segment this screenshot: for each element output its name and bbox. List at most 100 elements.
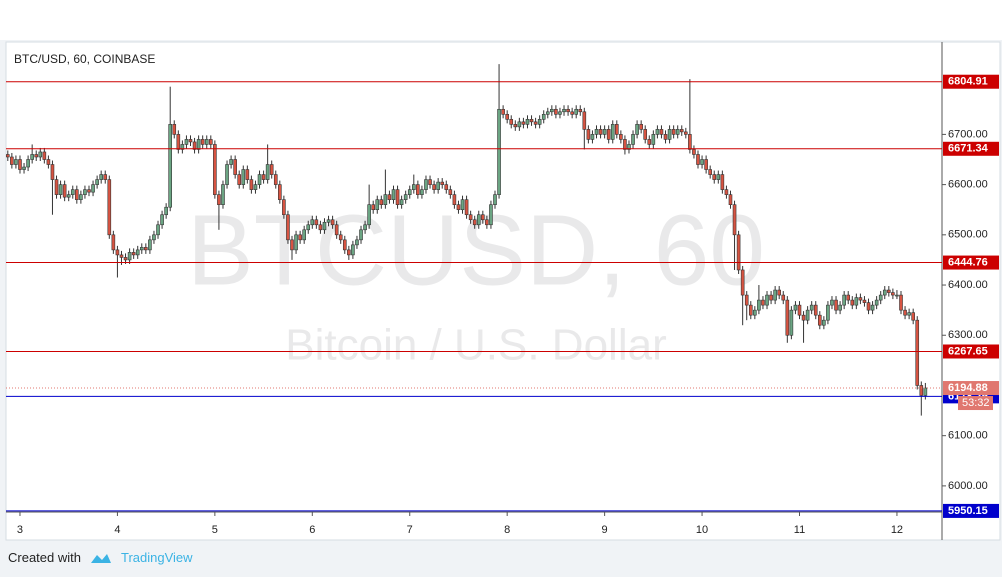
candle-body	[545, 111, 550, 115]
candle-body	[355, 239, 359, 246]
candle-body	[602, 129, 607, 135]
candle-body	[911, 312, 915, 321]
candle-body	[131, 252, 136, 256]
candle-body	[521, 121, 526, 125]
candle-body	[578, 108, 583, 113]
candle-body	[91, 184, 95, 193]
candle-body	[732, 204, 737, 236]
x-tick-label: 4	[114, 524, 120, 536]
level-label: 6267.65	[948, 345, 988, 357]
candle-body	[278, 184, 282, 200]
candle-body	[554, 108, 558, 115]
candle-body	[383, 194, 388, 205]
level-label: 5950.15	[948, 505, 988, 517]
candle-body	[509, 119, 514, 125]
candle-body	[338, 234, 343, 241]
candle-body	[753, 309, 757, 316]
candle-body	[245, 169, 250, 180]
candle-body	[180, 144, 185, 150]
candle-body	[736, 234, 741, 271]
x-tick-label: 5	[212, 524, 218, 536]
candle-body	[846, 294, 851, 301]
candle-body	[659, 129, 664, 135]
candle-body	[424, 179, 428, 190]
candle-body	[696, 154, 700, 165]
candle-body	[647, 139, 652, 145]
candle-body	[26, 159, 30, 168]
candle-body	[809, 304, 814, 311]
candle-body	[411, 184, 416, 190]
candle-body	[282, 199, 286, 216]
candle-body	[448, 189, 453, 195]
candle-body	[152, 234, 156, 241]
candle-body	[773, 289, 777, 301]
y-tick-label: 6000.00	[948, 480, 988, 492]
level-label-bg	[943, 255, 999, 270]
candle-body	[351, 244, 355, 256]
last-price-label: 6194.88	[948, 382, 988, 394]
candle-body	[22, 166, 26, 170]
candle-body	[623, 139, 627, 150]
candle-body	[789, 309, 794, 336]
level-label: 6671.34	[948, 143, 989, 155]
candle-body	[359, 229, 363, 241]
y-tick-label: 6500.00	[948, 229, 988, 241]
candle-body	[269, 164, 274, 175]
candle-body	[635, 124, 639, 135]
x-tick-label: 10	[696, 524, 708, 536]
candle-body	[407, 189, 412, 195]
footer-brand[interactable]: TradingView	[120, 550, 193, 565]
candle-body	[651, 134, 656, 145]
candle-body	[895, 294, 899, 297]
candle-body	[460, 199, 465, 211]
level-label: 6444.76	[948, 256, 988, 268]
logo	[90, 553, 111, 563]
candle-body	[817, 314, 822, 326]
candle-body	[748, 304, 753, 316]
candle-body	[533, 121, 538, 125]
candle-body	[891, 292, 895, 296]
candle-body	[854, 297, 859, 306]
candle-body	[724, 189, 729, 195]
candle-body	[606, 129, 611, 140]
candle-body	[119, 254, 124, 258]
candle-body	[436, 181, 440, 190]
candle-body	[866, 302, 871, 311]
candle-body	[444, 184, 449, 190]
candle-body	[30, 154, 34, 160]
candle-body	[95, 179, 99, 185]
candle-body	[241, 169, 246, 185]
candle-body	[209, 139, 213, 145]
candle-body	[42, 151, 47, 160]
level-label-bg	[943, 141, 999, 156]
candle-body	[720, 174, 725, 190]
candle-body	[62, 184, 67, 198]
candle-body	[903, 309, 907, 316]
candle-body	[6, 154, 10, 158]
candle-body	[639, 124, 643, 130]
candle-body	[144, 247, 148, 251]
candle-body	[899, 294, 903, 311]
candle-body	[505, 114, 509, 120]
candle-body	[192, 141, 197, 150]
candle-body	[204, 139, 209, 145]
chart-title: BTC/USD, 60, COINBASE	[14, 52, 155, 66]
candle-body	[728, 194, 733, 205]
candle-body	[481, 214, 485, 221]
candle-body	[265, 164, 270, 180]
candle-body	[83, 189, 87, 195]
candle-body	[58, 184, 63, 195]
candle-body	[679, 129, 684, 133]
candle-body	[684, 131, 688, 135]
candle-body	[513, 124, 518, 128]
candle-body	[765, 294, 769, 306]
candle-body	[452, 194, 457, 205]
level-label-bg	[943, 344, 999, 359]
candle-body	[517, 121, 522, 128]
candle-body	[440, 181, 445, 185]
candle-body	[472, 219, 477, 226]
watermark: BTCUSD, 60	[187, 194, 765, 306]
candle-body	[184, 139, 189, 145]
candle-body	[188, 139, 193, 143]
candle-body	[273, 174, 278, 185]
